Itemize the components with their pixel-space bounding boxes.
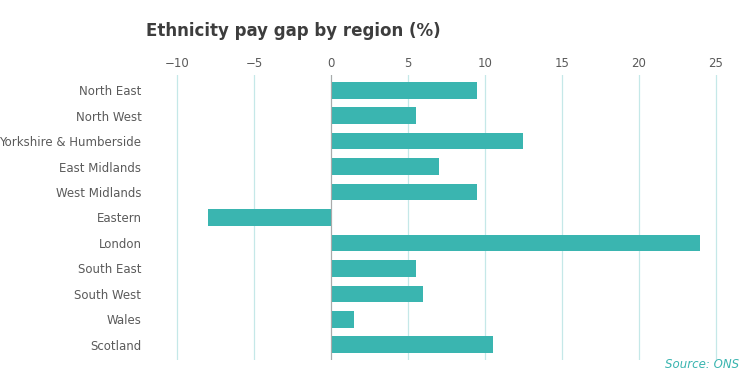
Text: Ethnicity pay gap by region (%): Ethnicity pay gap by region (%) [146, 22, 441, 40]
Bar [331, 158, 439, 175]
Bar [331, 108, 416, 124]
Bar [331, 286, 423, 302]
Bar [331, 184, 477, 200]
Bar [331, 336, 493, 353]
Bar [331, 82, 477, 99]
Bar [331, 133, 524, 149]
Bar [208, 209, 331, 226]
Bar [331, 311, 354, 327]
Bar [331, 235, 700, 251]
Text: Source: ONS: Source: ONS [664, 358, 739, 371]
Bar [331, 260, 416, 277]
